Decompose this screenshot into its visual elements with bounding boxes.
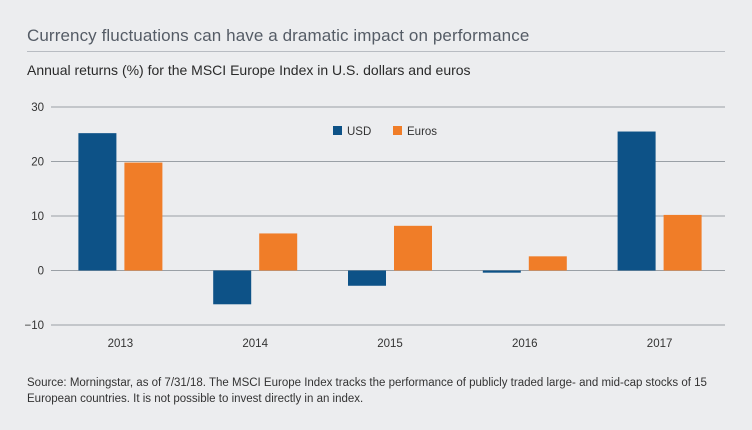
chart-subtitle: Annual returns (%) for the MSCI Europe I… xyxy=(27,62,471,78)
bar-usd-2016 xyxy=(482,270,521,273)
bar-usd-2014 xyxy=(213,270,252,305)
bar-euros-2013 xyxy=(124,162,163,271)
x-tick-label: 2013 xyxy=(108,338,134,350)
source-note: Source: Morningstar, as of 7/31/18. The … xyxy=(27,377,707,405)
x-tick-label: 2016 xyxy=(512,338,538,350)
y-tick-label: 20 xyxy=(31,157,44,169)
bar-euros-2015 xyxy=(394,225,432,271)
y-tick-label: 10 xyxy=(31,211,44,223)
legend-swatch-euros xyxy=(393,126,402,135)
legend-label-euros: Euros xyxy=(407,126,437,138)
y-tick-label: −10 xyxy=(24,320,44,332)
bar-usd-2015 xyxy=(348,270,386,286)
bar-usd-2017 xyxy=(617,131,656,271)
x-tick-label: 2014 xyxy=(242,338,268,350)
bar-chart: 30 20 10 0 −10 2013 2014 2015 2016 2017 USD Euros xyxy=(24,102,725,350)
bar-usd-2013 xyxy=(78,133,117,271)
title-divider xyxy=(27,51,725,52)
chart-title: Currency fluctuations can have a dramati… xyxy=(27,26,530,45)
y-tick-label: 30 xyxy=(31,102,44,114)
y-tick-label: 0 xyxy=(38,266,44,278)
bar-euros-2016 xyxy=(528,256,567,271)
legend-swatch-usd xyxy=(333,126,342,135)
bar-euros-2017 xyxy=(663,214,702,271)
x-tick-label: 2015 xyxy=(377,338,403,350)
legend-label-usd: USD xyxy=(347,126,371,138)
bar-euros-2014 xyxy=(259,233,298,271)
x-tick-label: 2017 xyxy=(647,338,673,350)
